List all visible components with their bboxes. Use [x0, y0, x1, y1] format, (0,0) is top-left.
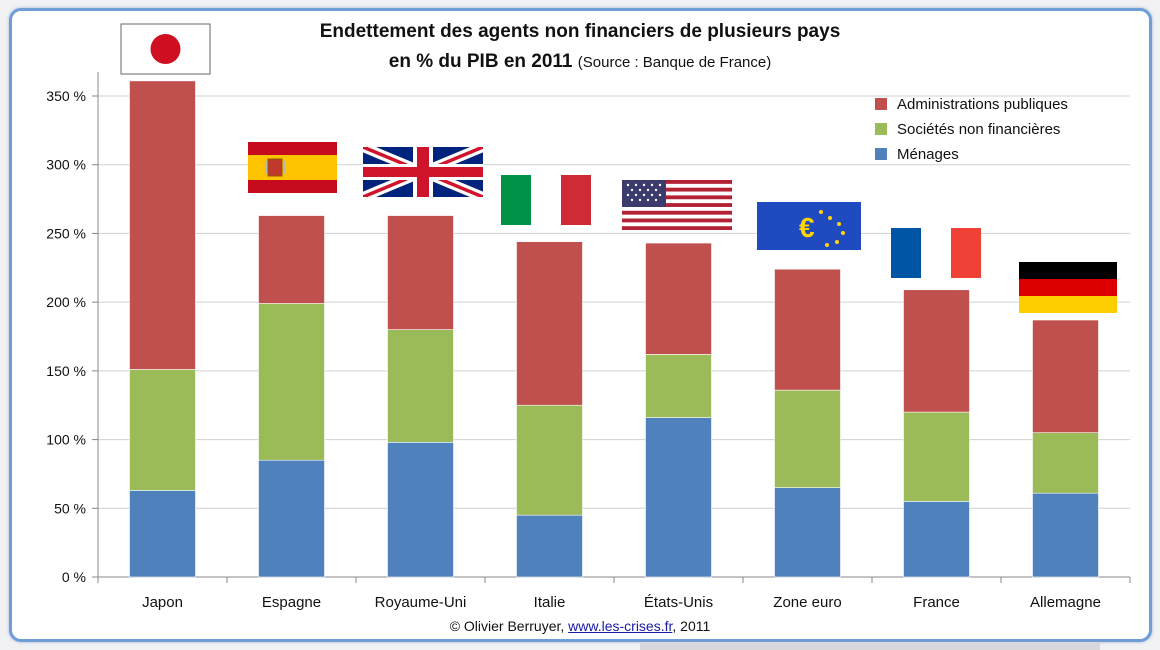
credit-suffix: , 2011	[672, 618, 711, 634]
x-category-label: Zone euro	[773, 594, 841, 611]
legend: Administrations publiques Sociétés non fi…	[875, 96, 1068, 163]
y-axis-ticks: 0 % 50 % 100 % 150 % 200 % 250 % 300 % 350 %	[46, 88, 98, 585]
bar-segment	[129, 490, 196, 578]
y-tick-label: 0 %	[62, 569, 86, 585]
legend-swatch	[875, 123, 887, 135]
bar-segment	[387, 442, 454, 578]
x-category-label: Italie	[534, 594, 566, 611]
svg-text:€: €	[799, 212, 815, 243]
bar-segment	[516, 404, 583, 516]
legend-swatch	[875, 98, 887, 110]
chart-credit: © Olivier Berruyer, www.les-crises.fr, 2…	[0, 618, 1160, 634]
usa-flag-icon	[622, 180, 732, 230]
x-category-label: Allemagne	[1030, 594, 1101, 611]
bar-segment	[1032, 492, 1099, 578]
x-category-label: États-Unis	[644, 594, 713, 611]
bar-segment	[258, 215, 325, 304]
bar-segment	[129, 369, 196, 491]
france-flag-icon	[891, 228, 981, 278]
bar-segment	[645, 417, 712, 578]
x-category-label: Royaume-Uni	[375, 594, 467, 611]
bar-segment	[1032, 319, 1099, 434]
germany-flag-icon	[1019, 262, 1117, 313]
bar-segment	[258, 303, 325, 461]
x-category-label: Japon	[142, 594, 183, 611]
y-tick-label: 50 %	[54, 500, 86, 516]
x-category-label: France	[913, 594, 960, 611]
eu-flag-icon: €	[757, 202, 861, 250]
spain-flag-icon	[248, 142, 337, 193]
bar-segment	[387, 215, 454, 330]
subtitle-source: (Source : Banque de France)	[577, 54, 772, 71]
bar-segment	[774, 389, 841, 488]
subtitle-main: en % du PIB en 2011	[388, 51, 573, 72]
y-tick-label: 100 %	[46, 432, 86, 448]
bar-segment	[387, 329, 454, 443]
bar-segment	[516, 514, 583, 578]
bar-segment	[903, 411, 970, 502]
bar-segment	[774, 268, 841, 391]
bar-segment	[903, 289, 970, 413]
y-tick-label: 300 %	[46, 157, 86, 173]
credit-link[interactable]: www.les-crises.fr	[568, 618, 673, 634]
y-tick-label: 250 %	[46, 225, 86, 241]
legend-swatch	[875, 148, 887, 160]
legend-label: Sociétés non financières	[897, 121, 1060, 138]
y-tick-label: 150 %	[46, 363, 86, 379]
legend-label: Administrations publiques	[897, 96, 1068, 113]
uk-flag-icon	[363, 147, 483, 197]
x-category-label: Espagne	[262, 594, 321, 611]
credit-prefix: © Olivier Berruyer,	[449, 618, 569, 634]
italy-flag-icon	[501, 175, 591, 225]
bar-segment	[258, 459, 325, 578]
bar-segment	[516, 241, 583, 406]
bar-segment	[903, 501, 970, 578]
y-tick-label: 350 %	[46, 88, 86, 104]
japan-flag-icon	[120, 23, 211, 75]
chart-subtitle: en % du PIB en 2011 (Source : Banque de …	[0, 51, 1160, 73]
y-tick-label: 200 %	[46, 294, 86, 310]
bar-segment	[774, 487, 841, 578]
bars	[129, 80, 1099, 578]
bottom-strip	[640, 642, 1100, 650]
chart-title: Endettement des agents non financiers de…	[319, 21, 841, 42]
legend-label: Ménages	[897, 146, 959, 163]
bar-segment	[129, 80, 196, 370]
bar-segment	[645, 242, 712, 355]
bar-segment	[645, 354, 712, 418]
x-axis-labels: Japon Espagne Royaume-Uni Italie États-Unis Z…	[142, 594, 1101, 611]
bar-segment	[1032, 432, 1099, 494]
